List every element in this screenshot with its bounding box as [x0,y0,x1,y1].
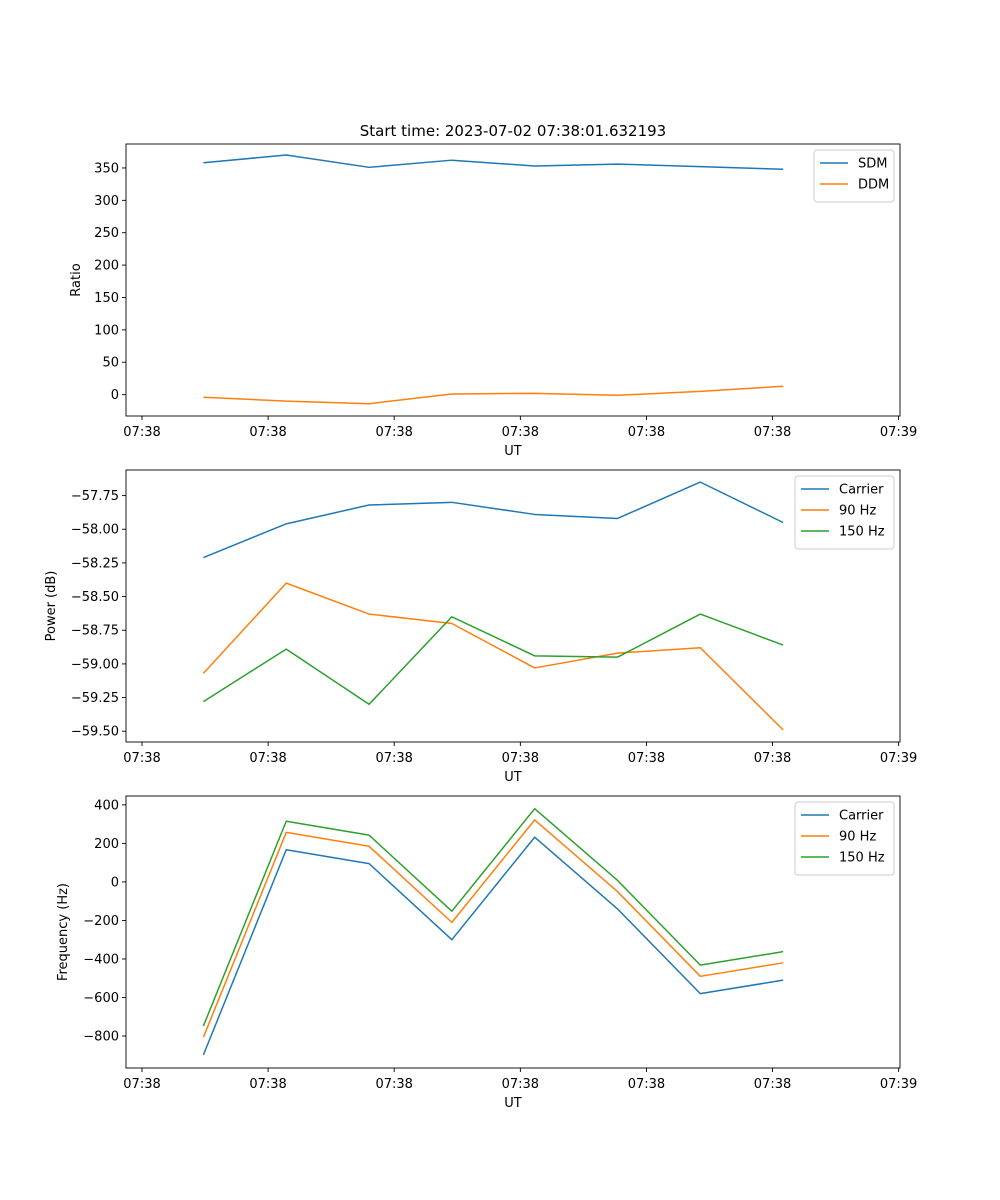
y-tick-label: 200 [94,837,119,852]
chart-panel-3: 07:38 07:38 07:38 07:38 07:38 07:38 07:39 400 20… [56,795,917,1111]
axes-frame [125,795,901,1069]
y-tick-label: −59.25 [71,691,119,706]
y-tick-label: 100 [94,323,119,338]
y-tick-label: 0 [111,388,119,403]
y-tick-label: −58.00 [71,523,119,538]
series-line-sdm [203,154,784,171]
x-tick-label: 07:38 [502,751,539,766]
y-tick-label: −200 [83,914,119,929]
x-tick-label: 07:38 [628,751,665,766]
x-tick-label: 07:38 [754,751,791,766]
series-line-150-hz [202,807,784,1027]
y-tick-label: 350 [94,161,119,176]
y-tick-label: −58.50 [71,590,119,605]
x-tick-label: 07:38 [628,1077,665,1092]
x-tick-label: 07:38 [502,1077,539,1092]
legend: Carrier 90 Hz 150 Hz [794,475,895,550]
y-tick-label: −58.25 [71,556,119,571]
y-tick-label: 400 [94,798,119,813]
x-tick-label: 07:38 [754,1077,791,1092]
x-tick-label: 07:38 [123,1077,160,1092]
x-tick-label: 07:39 [880,425,917,440]
x-tick-label: 07:38 [375,751,412,766]
legend-label: Carrier [839,483,884,498]
axes-frame [125,143,901,417]
legend-label: Carrier [839,809,884,824]
x-axis-label: UT [504,444,522,459]
y-tick-label: −59.00 [71,657,119,672]
y-tick-label: 50 [102,356,119,371]
x-axis-label: UT [504,770,522,785]
legend-label: DDM [858,178,889,193]
y-tick-label: 200 [94,259,119,274]
legend-label: 90 Hz [839,504,876,519]
y-tick-label: −600 [83,991,119,1006]
y-tick-label: −59.50 [71,725,119,740]
legend-label: 90 Hz [839,830,876,845]
x-tick-label: 07:38 [249,425,286,440]
x-tick-label: 07:38 [502,425,539,440]
y-tick-label: −58.75 [71,624,119,639]
y-tick-label: −57.75 [71,489,119,504]
x-tick-label: 07:38 [249,751,286,766]
x-tick-label: 07:38 [249,1077,286,1092]
y-tick-label: 0 [111,875,119,890]
x-tick-label: 07:39 [880,751,917,766]
y-axis-label: Ratio [69,263,84,296]
legend: Carrier 90 Hz 150 Hz [794,801,895,876]
legend-label: 150 Hz [839,525,885,540]
legend-label: SDM [858,157,887,172]
figure-title: Start time: 2023-07-02 07:38:01.632193 [360,122,666,140]
legend-label: 150 Hz [839,851,885,866]
series-line-90-hz [202,819,784,1038]
chart-panel-2: 07:38 07:38 07:38 07:38 07:38 07:38 07:39 −57.7… [44,469,917,785]
x-tick-label: 07:38 [754,425,791,440]
y-axis-label: Frequency (Hz) [56,883,71,981]
series-line-ddm [203,385,784,405]
series-line-90-hz [202,582,784,731]
x-tick-label: 07:38 [375,425,412,440]
y-tick-label: 300 [94,194,119,209]
y-tick-label: −800 [83,1030,119,1045]
y-tick-label: 150 [94,291,119,306]
series-line-150-hz [202,613,784,706]
x-tick-label: 07:38 [123,425,160,440]
y-tick-label: 250 [94,226,119,241]
series-line-carrier [202,836,784,1056]
legend: SDM DDM [813,149,895,203]
series-line-carrier [203,481,784,559]
x-tick-label: 07:38 [628,425,665,440]
x-tick-label: 07:38 [375,1077,412,1092]
y-tick-label: −400 [83,952,119,967]
y-axis-label: Power (dB) [44,571,59,642]
axes-frame [125,469,901,743]
x-axis-label: UT [504,1096,522,1111]
x-tick-label: 07:39 [880,1077,917,1092]
chart-panel-1: 07:38 07:38 07:38 07:38 07:38 07:38 07:39 350 30… [69,143,917,459]
x-tick-label: 07:38 [123,751,160,766]
